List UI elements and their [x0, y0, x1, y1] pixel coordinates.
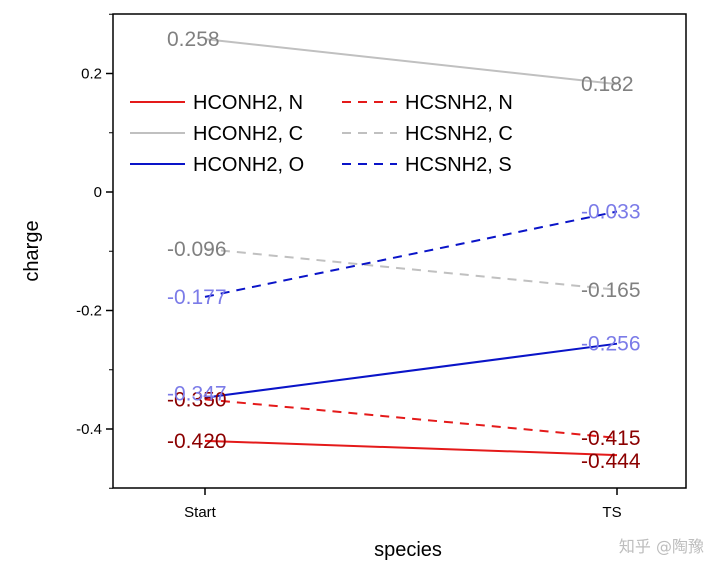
data-label: -0.420 — [167, 430, 227, 453]
series-line — [204, 439, 618, 457]
data-label: -0.177 — [167, 286, 227, 309]
legend: HCONH2, N HCSNH2, N HCONH2, C HCSNH2, C HCON… — [130, 92, 513, 176]
y-axis: 0.2 0 -0.2 -0.4 — [76, 13, 113, 489]
y-tick-label: -0.2 — [76, 303, 102, 320]
legend-label: HCONH2, C — [193, 123, 303, 145]
legend-label: HCSNH2, C — [405, 123, 513, 145]
data-label: -0.033 — [581, 201, 641, 224]
data-label: -0.096 — [167, 238, 227, 261]
legend-label: HCSNH2, S — [405, 154, 512, 176]
series-line — [204, 210, 618, 298]
series-line — [204, 342, 618, 399]
y-tick-label: -0.4 — [76, 421, 102, 438]
series-line — [204, 247, 618, 291]
y-tick-label: 0 — [94, 184, 102, 201]
y-tick-label: 0.2 — [81, 66, 102, 83]
data-label: -0.350 — [167, 388, 227, 411]
y-axis-title: charge — [21, 220, 43, 281]
data-labels: -0.420 -0.444 -0.350 -0.415 0.258 0.182 -0.096… — [167, 28, 641, 473]
series-line — [204, 398, 618, 439]
data-label: -0.444 — [581, 450, 641, 473]
data-label: -0.415 — [581, 427, 641, 450]
x-axis-title: species — [374, 539, 442, 561]
legend-label: HCONH2, O — [193, 154, 304, 176]
x-tick-label: TS — [602, 504, 621, 521]
data-label: 0.182 — [581, 73, 634, 96]
watermark-text: 知乎 @陶豫 — [619, 537, 704, 556]
series-lines — [204, 38, 618, 457]
data-label: -0.165 — [581, 279, 641, 302]
series-line — [204, 38, 618, 86]
legend-label: HCSNH2, N — [405, 92, 513, 114]
data-label: 0.258 — [167, 28, 220, 51]
x-axis: Start TS — [184, 488, 622, 521]
legend-label: HCONH2, N — [193, 92, 303, 114]
x-tick-label: Start — [184, 504, 217, 521]
data-label: -0.347 — [167, 383, 227, 406]
data-label: -0.256 — [581, 333, 641, 356]
